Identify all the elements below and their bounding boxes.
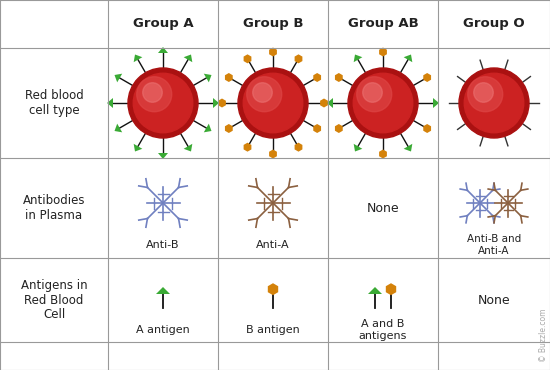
Circle shape [137, 77, 172, 112]
Polygon shape [379, 149, 387, 158]
Polygon shape [295, 54, 302, 63]
Polygon shape [368, 287, 382, 294]
Circle shape [474, 83, 493, 102]
Polygon shape [269, 149, 277, 158]
Text: A antigen: A antigen [136, 325, 190, 335]
Circle shape [348, 68, 418, 138]
Circle shape [357, 77, 392, 112]
Circle shape [238, 68, 308, 138]
Text: None: None [367, 202, 399, 215]
Circle shape [133, 73, 192, 133]
Polygon shape [386, 283, 396, 295]
Circle shape [468, 77, 503, 112]
Polygon shape [225, 124, 233, 133]
Polygon shape [269, 47, 277, 57]
Polygon shape [314, 73, 321, 82]
Polygon shape [404, 144, 412, 151]
Text: Antibodies
in Plasma: Antibodies in Plasma [23, 194, 85, 222]
Polygon shape [404, 54, 412, 62]
Polygon shape [107, 98, 113, 108]
Text: A and B
antigens: A and B antigens [359, 319, 407, 341]
Circle shape [464, 73, 524, 133]
Polygon shape [134, 54, 142, 62]
Text: Anti-A: Anti-A [256, 240, 290, 250]
Text: Anti-B and
Anti-A: Anti-B and Anti-A [467, 234, 521, 256]
Text: Anti-B: Anti-B [146, 240, 180, 250]
Polygon shape [156, 287, 170, 294]
Polygon shape [379, 47, 387, 57]
Polygon shape [204, 74, 212, 83]
Polygon shape [295, 143, 302, 152]
Circle shape [353, 73, 412, 133]
Polygon shape [218, 98, 226, 108]
Polygon shape [114, 74, 122, 83]
Polygon shape [225, 73, 233, 82]
Polygon shape [354, 144, 362, 151]
Polygon shape [244, 143, 251, 152]
Polygon shape [213, 98, 219, 108]
Polygon shape [354, 54, 362, 62]
Text: Group A: Group A [133, 17, 193, 30]
Text: None: None [478, 293, 510, 306]
Polygon shape [184, 144, 192, 151]
Circle shape [247, 77, 282, 112]
Text: Group O: Group O [463, 17, 525, 30]
Polygon shape [320, 98, 328, 108]
Polygon shape [158, 47, 168, 53]
Polygon shape [335, 73, 343, 82]
Polygon shape [134, 144, 142, 151]
Polygon shape [114, 124, 122, 132]
Circle shape [243, 73, 302, 133]
Polygon shape [433, 98, 439, 108]
Polygon shape [314, 124, 321, 133]
Text: Antigens in
Red Blood
Cell: Antigens in Red Blood Cell [21, 279, 87, 322]
Polygon shape [158, 153, 168, 159]
Circle shape [142, 83, 162, 102]
Text: Group B: Group B [243, 17, 303, 30]
Circle shape [459, 68, 529, 138]
Circle shape [362, 83, 382, 102]
Polygon shape [204, 124, 212, 132]
Text: B antigen: B antigen [246, 325, 300, 335]
Polygon shape [327, 98, 333, 108]
Circle shape [128, 68, 198, 138]
Polygon shape [424, 73, 431, 82]
Polygon shape [244, 54, 251, 63]
Polygon shape [268, 283, 278, 295]
Text: Red blood
cell type: Red blood cell type [25, 89, 84, 117]
Circle shape [252, 83, 272, 102]
Text: © Buzzle.com: © Buzzle.com [539, 309, 548, 362]
Text: Group AB: Group AB [348, 17, 419, 30]
Polygon shape [335, 124, 343, 133]
Polygon shape [424, 124, 431, 133]
Polygon shape [184, 54, 192, 62]
